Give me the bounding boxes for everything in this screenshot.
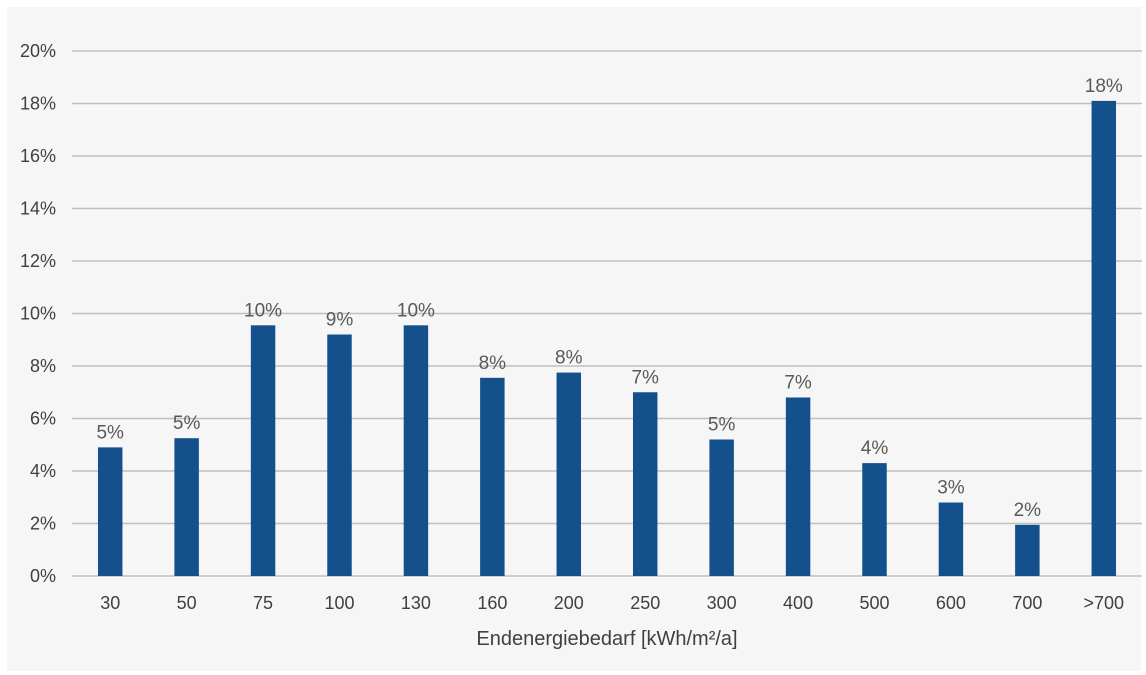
- x-axis-title: Endenergiebedarf [kWh/m²/a]: [476, 628, 737, 650]
- y-tick-label: 6%: [30, 409, 56, 429]
- bar: [250, 325, 276, 576]
- y-tick-label: 2%: [30, 514, 56, 534]
- bar: [97, 447, 123, 576]
- bars: [97, 100, 1117, 576]
- x-tick-label: 30: [100, 593, 120, 613]
- x-tick-label: 160: [477, 593, 507, 613]
- y-tick-label: 18%: [20, 94, 56, 114]
- data-label: 10%: [244, 300, 282, 321]
- x-tick-label: 500: [859, 593, 889, 613]
- y-tick-label: 8%: [30, 356, 56, 376]
- data-label: 2%: [1014, 500, 1042, 521]
- y-tick-label: 16%: [20, 146, 56, 166]
- y-tick-label: 12%: [20, 251, 56, 271]
- bar: [785, 397, 811, 576]
- data-label: 3%: [937, 478, 965, 499]
- x-tick-label: 250: [630, 593, 660, 613]
- y-tick-label: 20%: [20, 41, 56, 61]
- x-tick-label: 700: [1012, 593, 1042, 613]
- bar: [938, 502, 964, 576]
- bar: [480, 377, 505, 576]
- data-label: 7%: [631, 367, 659, 388]
- x-tick-label: 100: [324, 593, 354, 613]
- x-tick-label: 200: [554, 593, 584, 613]
- data-label: 4%: [861, 438, 889, 459]
- x-tick-label: >700: [1084, 593, 1125, 613]
- data-label: 9%: [326, 310, 354, 331]
- data-label: 5%: [173, 413, 201, 434]
- y-tick-label: 0%: [30, 566, 56, 586]
- data-label: 5%: [96, 422, 124, 443]
- x-axis-tick-labels: 30 50 75 100 130 160 200 250 300 400 500 600 700 >700: [100, 593, 1124, 613]
- bar: [1091, 100, 1117, 576]
- bar: [327, 334, 352, 576]
- x-tick-label: 600: [936, 593, 966, 613]
- y-tick-label: 10%: [20, 304, 56, 324]
- bar: [1015, 524, 1040, 576]
- bar: [174, 438, 199, 576]
- bar: [556, 372, 582, 576]
- x-tick-label: 400: [783, 593, 813, 613]
- data-labels: 5% 5% 10% 9% 10% 8% 8% 7% 5% 7% 4% 3% 2% 18%: [96, 76, 1122, 521]
- data-label: 8%: [479, 353, 507, 374]
- data-label: 10%: [397, 300, 435, 321]
- data-label: 8%: [555, 348, 583, 369]
- data-label: 18%: [1085, 76, 1123, 97]
- x-tick-label: 50: [177, 593, 197, 613]
- bar: [632, 392, 658, 576]
- data-label: 5%: [708, 415, 736, 436]
- x-tick-label: 75: [253, 593, 273, 613]
- gridlines: [72, 50, 1142, 577]
- y-tick-label: 4%: [30, 461, 56, 481]
- x-tick-label: 300: [707, 593, 737, 613]
- x-tick-label: 130: [401, 593, 431, 613]
- bar: [862, 463, 887, 576]
- y-axis-tick-labels: 0% 2% 4% 6% 8% 10% 12% 14% 16% 18% 20%: [20, 41, 56, 586]
- bar: [403, 325, 429, 576]
- bar: [709, 439, 734, 576]
- y-tick-label: 14%: [20, 199, 56, 219]
- data-label: 7%: [784, 373, 812, 394]
